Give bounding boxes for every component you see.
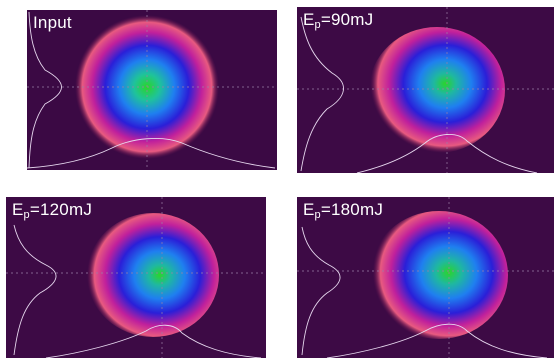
label-main: E: [303, 10, 315, 29]
panel-label: Ep=120mJ: [12, 200, 93, 221]
beam-profile-120mj: Ep=120mJ: [6, 197, 266, 358]
beam-profile-90mj: Ep=90mJ: [297, 7, 554, 173]
beam-profile-input: Input: [27, 10, 277, 170]
label-main: E: [12, 200, 24, 219]
panel-label: Input: [33, 13, 72, 33]
panel-label: Ep=90mJ: [303, 10, 374, 31]
beam-image-120mj: [6, 197, 266, 358]
panel-label: Ep=180mJ: [303, 200, 384, 221]
label-value: =120mJ: [29, 200, 93, 219]
label-value: =90mJ: [320, 10, 374, 29]
beam-image-180mj: [297, 197, 554, 358]
beam-image-90mj: [297, 7, 554, 173]
beam-image-input: [27, 10, 277, 170]
label-value: =180mJ: [320, 200, 384, 219]
label-sub: p: [23, 209, 30, 221]
label-sub: p: [314, 209, 321, 221]
label-main: E: [303, 200, 315, 219]
label-main: Input: [33, 13, 72, 32]
label-sub: p: [314, 19, 321, 31]
beam-profile-180mj: Ep=180mJ: [297, 197, 554, 358]
